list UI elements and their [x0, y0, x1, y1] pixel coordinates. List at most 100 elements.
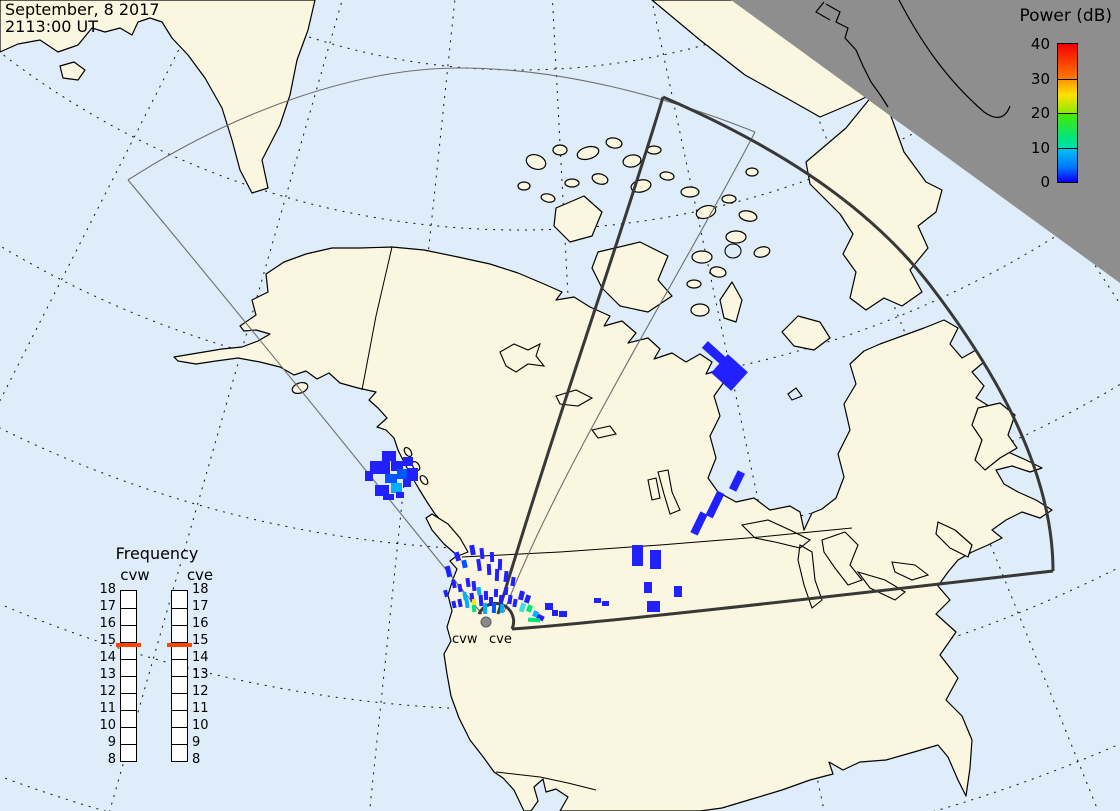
radar-echo-cell — [443, 589, 449, 598]
radar-echo-cell — [407, 468, 418, 481]
island-southampton — [781, 315, 831, 351]
power-legend-title: Power (dB) — [1019, 6, 1112, 26]
radar-echo-cell — [674, 586, 682, 597]
ladder-tick-cve-10: 10 — [192, 718, 209, 733]
frequency-marker-cvw — [116, 643, 141, 647]
ladder-rung — [172, 744, 187, 745]
radar-echo-cell — [391, 461, 403, 471]
ladder-tick-cvw-13: 13 — [99, 667, 116, 682]
radar-echo-cell — [493, 588, 499, 598]
radar-echo-cell — [391, 483, 402, 493]
radar-echo-cell — [690, 511, 708, 536]
radar-echo-cell — [489, 551, 495, 563]
graticule-meridian-line — [551, 0, 596, 811]
radar-echo-cell — [464, 598, 470, 609]
date-label: September, 8 2017 — [5, 0, 160, 19]
fov-cve-outline — [477, 95, 1055, 631]
radar-echo-cell — [499, 603, 505, 614]
ladder-tick-cvw-14: 14 — [99, 650, 116, 665]
lake-mainland-oval — [724, 243, 742, 259]
fov-group — [127, 67, 1055, 631]
radar-echo-cell — [461, 559, 468, 569]
radar-echo-cell — [465, 577, 471, 588]
radar-echo-cell — [451, 600, 457, 609]
radar-echo-cell — [498, 594, 504, 605]
radar-echo-cell — [489, 597, 493, 606]
radar-echo-layer — [365, 341, 748, 623]
radar-echo-cell — [525, 604, 534, 613]
lake-superior — [740, 519, 812, 549]
power-tick-label: 20 — [1030, 104, 1050, 122]
graticule-meridian-line — [369, 0, 456, 811]
borders-group — [361, 246, 853, 791]
island-banks — [553, 195, 603, 243]
islet-hudson-bay — [787, 387, 803, 401]
radar-echo-cell — [478, 594, 484, 607]
ladder-rung — [121, 744, 136, 745]
radar-echo-cell — [510, 576, 516, 587]
ladder-label-cvw: cvw — [120, 566, 150, 584]
power-tick-label: 40 — [1030, 35, 1050, 53]
radar-echo-cell — [536, 613, 545, 622]
ladder-tick-cve-16: 16 — [192, 616, 209, 631]
ladder-rung — [121, 727, 136, 728]
radar-echo-cell — [383, 494, 394, 500]
radar-site-dot — [480, 616, 492, 628]
colorbar-cell-30-40 — [1058, 44, 1077, 79]
ladder-tick-cvw-15: 15 — [99, 633, 116, 648]
ladder-rung — [172, 693, 187, 694]
graticule-meridian-line — [651, 0, 825, 811]
radar-echo-cell — [453, 551, 462, 562]
time-label: 2113:00 UT — [5, 16, 99, 36]
timestamp-block: September, 8 2017 2113:00 UT — [5, 0, 160, 36]
power-legend: Power (dB) 40 30 20 10 0 — [1000, 4, 1118, 204]
border-alaska-yukon — [361, 246, 393, 391]
radar-echo-cell — [503, 570, 509, 583]
ladder-tick-cvw-16: 16 — [99, 616, 116, 631]
frequency-panel: Frequency cvw 18 17 16 15 14 13 12 11 10 9 8 cve 18 17… — [90, 544, 230, 784]
radar-echo-cell — [482, 602, 488, 615]
ladder-rung — [172, 676, 187, 677]
ladder-tick-cve-11: 11 — [192, 701, 209, 716]
radar-echo-cell — [451, 579, 457, 589]
radar-echo-cell — [559, 611, 567, 617]
radar-echo-cell — [365, 471, 373, 481]
radar-echo-cell — [531, 610, 540, 618]
radar-echo-cell — [497, 558, 503, 571]
ladder-rung — [172, 727, 187, 728]
radar-echo-cell — [632, 545, 643, 566]
ladder-rung — [121, 710, 136, 711]
radar-echo-cell — [647, 601, 660, 612]
power-tick-label: 10 — [1030, 138, 1050, 157]
radar-echo-cell — [602, 601, 609, 606]
ladder-rung — [121, 608, 136, 609]
colorbar-cell-10-20 — [1058, 113, 1077, 148]
radar-echo-cell — [507, 594, 513, 605]
power-colorbar — [1057, 43, 1078, 183]
radar-echo-cell — [403, 457, 413, 466]
ladder-tick-cve-9: 9 — [192, 735, 201, 750]
site-label-cve: cve — [489, 632, 512, 647]
radar-echo-cell — [457, 583, 463, 593]
ladder-tick-cve-13: 13 — [192, 667, 209, 682]
radar-echo-cell — [483, 590, 489, 601]
ladder-rung — [121, 642, 136, 643]
lake-winnipeg — [657, 469, 681, 515]
radar-echo-cell — [527, 617, 541, 623]
radar-echo-cell — [382, 451, 396, 461]
peninsula-boothia — [719, 281, 743, 323]
radar-echo-cell — [462, 591, 468, 601]
lake-erie — [856, 571, 906, 601]
radar-echo-cell — [650, 550, 661, 569]
graticule-meridian-line — [0, 0, 205, 402]
island-small-west — [59, 61, 86, 81]
radar-echo-cell — [471, 580, 477, 592]
ladder-rung — [121, 659, 136, 660]
radar-echo-cell — [370, 461, 390, 474]
ladder-rung — [121, 625, 136, 626]
landmass-baffin — [805, 95, 943, 311]
radar-echo-cell — [444, 565, 453, 578]
landmass-siberia — [0, 0, 316, 194]
lake-ontario — [891, 561, 930, 581]
ladder-rung — [172, 608, 187, 609]
